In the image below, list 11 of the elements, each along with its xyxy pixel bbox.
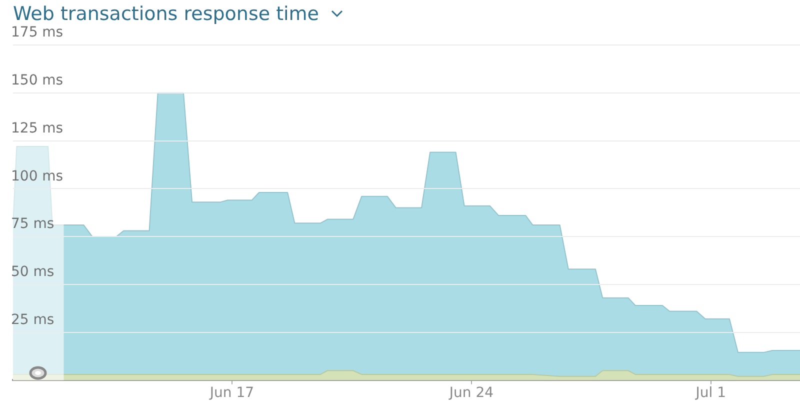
x-tick-label: Jul 1 bbox=[694, 385, 726, 402]
y-tick-label: 25 ms bbox=[11, 312, 54, 328]
y-tick-label: 50 ms bbox=[11, 264, 54, 280]
y-tick-label: 175 ms bbox=[11, 24, 64, 41]
x-tick-label: Jun 24 bbox=[448, 385, 494, 402]
y-tick-label: 75 ms bbox=[11, 216, 54, 232]
y-tick-label: 150 ms bbox=[11, 72, 64, 89]
chart-title: Web transactions response time bbox=[13, 3, 319, 25]
y-tick-label: 125 ms bbox=[11, 120, 64, 136]
y-tick-label: 100 ms bbox=[11, 168, 64, 184]
x-tick-label: Jun 17 bbox=[208, 385, 254, 402]
